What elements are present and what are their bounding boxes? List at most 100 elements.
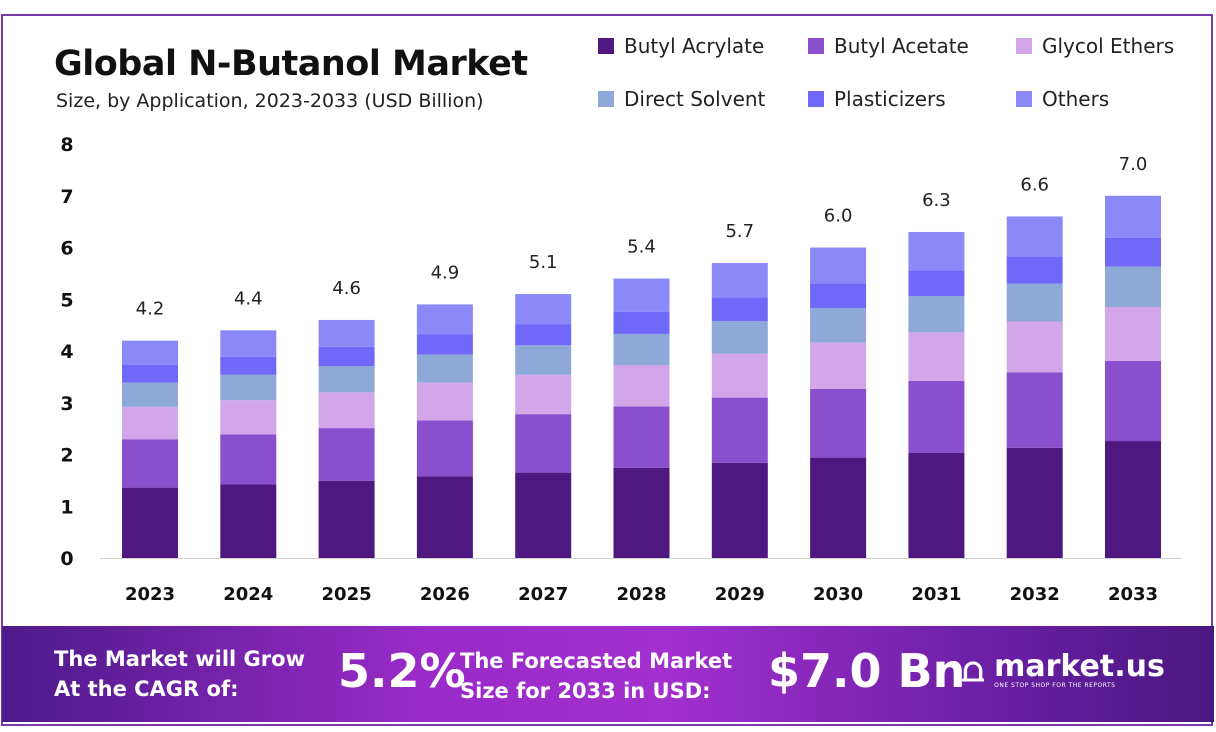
legend-swatch xyxy=(598,91,614,107)
legend-label: Plasticizers xyxy=(834,87,946,111)
legend-label: Butyl Acetate xyxy=(834,34,969,58)
bar-segment xyxy=(220,374,277,401)
bar-segment xyxy=(810,283,867,309)
bar-segment xyxy=(908,332,965,382)
x-tick-label: 2033 xyxy=(1108,584,1158,605)
bar-segment xyxy=(810,247,867,284)
legend-swatch xyxy=(808,91,824,107)
legend-item: Butyl Acrylate xyxy=(598,34,764,58)
bar-segment xyxy=(711,320,768,354)
bar-total-label: 4.4 xyxy=(234,288,263,309)
legend-item: Butyl Acetate xyxy=(808,34,969,58)
bar-segment xyxy=(220,330,277,357)
bar-segment xyxy=(810,457,867,558)
x-tick-label: 2024 xyxy=(223,584,273,605)
bar-segment xyxy=(515,414,572,473)
y-tick-label: 5 xyxy=(60,289,73,311)
bar-segment xyxy=(122,406,178,440)
bar-segment xyxy=(220,356,277,375)
y-tick-label: 3 xyxy=(60,393,73,415)
y-tick-label: 6 xyxy=(60,238,73,260)
legend-swatch xyxy=(1016,38,1032,54)
bar-segment xyxy=(908,270,965,297)
legend-item: Glycol Ethers xyxy=(1016,34,1174,58)
legend-item: Plasticizers xyxy=(808,87,946,111)
bar-segment xyxy=(810,342,867,389)
bar-total-label: 4.9 xyxy=(431,262,460,283)
bar-segment xyxy=(416,334,473,355)
bar-segment xyxy=(613,467,670,558)
logo-tagline: ONE STOP SHOP FOR THE REPORTS xyxy=(994,681,1116,689)
bar-segment xyxy=(810,308,867,343)
y-tick-label: 0 xyxy=(60,548,73,570)
bar-total-label: 5.4 xyxy=(627,237,656,258)
bar-segment xyxy=(318,428,375,481)
chart-title: Global N-Butanol Market xyxy=(54,44,528,84)
bar-segment xyxy=(711,263,768,298)
bar-segment xyxy=(1105,441,1161,558)
footer-banner: The Market will Grow At the CAGR of: 5.2%… xyxy=(2,626,1214,722)
bar-total-label: 6.3 xyxy=(922,190,951,211)
bar-segment xyxy=(515,345,572,375)
cagr-label: The Market will Grow At the CAGR of: xyxy=(54,644,305,704)
bar-segment xyxy=(908,452,965,558)
forecast-label-line: Size for 2033 in USD: xyxy=(460,679,711,703)
bar-segment xyxy=(515,374,572,415)
logo: ⩍ market.us ONE STOP SHOP FOR THE REPORTS xyxy=(962,650,1165,690)
bar-segment xyxy=(220,400,277,435)
bar-segment xyxy=(613,333,670,365)
bar-segment xyxy=(1006,283,1063,322)
bar-segment xyxy=(908,296,965,333)
bar-segment xyxy=(416,354,473,383)
bar-segment xyxy=(711,462,768,558)
legend-label: Glycol Ethers xyxy=(1042,34,1175,58)
bar-segment xyxy=(318,392,375,429)
legend-swatch xyxy=(1016,91,1032,107)
legend-item: Others xyxy=(1016,87,1109,111)
bar-segment xyxy=(613,364,670,407)
forecast-value: $7.0 Bn xyxy=(768,644,966,698)
bar-segment xyxy=(515,294,572,325)
legend-label: Direct Solvent xyxy=(624,87,766,111)
x-tick-label: 2032 xyxy=(1010,584,1060,605)
bar-total-label: 5.1 xyxy=(529,252,558,273)
bar-segment xyxy=(711,353,768,398)
bar-segment xyxy=(908,381,965,453)
bar-segment xyxy=(318,319,375,347)
legend-label: Others xyxy=(1042,87,1110,111)
bar-total-label: 5.7 xyxy=(725,221,754,242)
cagr-label-line: The Market will Grow xyxy=(54,647,305,671)
bar-segment xyxy=(122,340,178,365)
bar-segment xyxy=(1006,321,1063,373)
bar-total-label: 6.6 xyxy=(1020,174,1049,195)
y-tick-label: 1 xyxy=(60,496,73,518)
bar-segment xyxy=(515,324,572,346)
y-tick-label: 4 xyxy=(60,341,73,363)
bar-segment xyxy=(1006,216,1063,257)
bar-segment xyxy=(613,311,670,334)
chart-subtitle: Size, by Application, 2023-2033 (USD Bil… xyxy=(56,90,484,112)
x-tick-label: 2030 xyxy=(813,584,863,605)
bar-segment xyxy=(416,476,473,558)
x-tick-label: 2027 xyxy=(518,584,568,605)
bar-segment xyxy=(122,439,178,488)
legend-swatch xyxy=(808,38,824,54)
bar-segment xyxy=(1105,237,1161,267)
bar-total-label: 4.2 xyxy=(136,299,165,320)
bar-segment xyxy=(1105,266,1161,308)
forecast-label: The Forecasted Market Size for 2033 in US… xyxy=(460,646,732,706)
y-tick-label: 7 xyxy=(60,186,73,208)
y-tick-label: 8 xyxy=(60,134,73,156)
bar-total-label: 7.0 xyxy=(1119,154,1148,175)
chart-frame xyxy=(1,14,1213,726)
bar-segment xyxy=(318,346,375,367)
cagr-label-line: At the CAGR of: xyxy=(54,677,239,701)
bar-segment xyxy=(908,231,965,271)
bar-segment xyxy=(810,388,867,458)
bar-segment xyxy=(318,366,375,393)
x-tick-label: 2026 xyxy=(420,584,470,605)
bar-segment xyxy=(515,472,572,558)
bar-segment xyxy=(613,406,670,468)
legend-label: Butyl Acrylate xyxy=(624,34,765,58)
logo-icon: ⩍ xyxy=(962,650,985,690)
